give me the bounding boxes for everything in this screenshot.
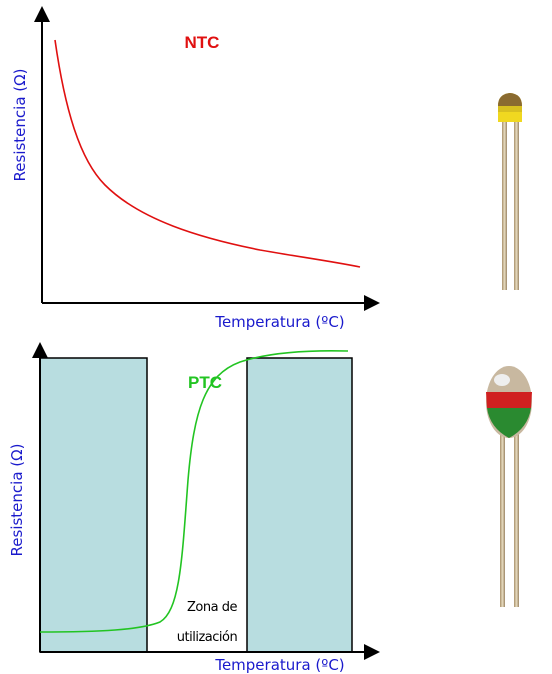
ntc-thermistor bbox=[498, 93, 522, 290]
ptc-panel: PTC Resistencia (Ω) Temperatura (ºC) Zon… bbox=[8, 350, 372, 674]
ntc-panel: NTC Resistencia (Ω) Temperatura (ºC) bbox=[11, 14, 372, 331]
zone-text: Zona de bbox=[187, 600, 237, 615]
y-axis-label: Resistencia (Ω) bbox=[8, 444, 26, 557]
ptc-thermistor bbox=[486, 366, 532, 607]
ntc-curve bbox=[55, 40, 360, 267]
y-axis-label: Resistencia (Ω) bbox=[11, 69, 29, 182]
zone-rect bbox=[40, 358, 147, 652]
zone-text: utilización bbox=[177, 630, 238, 645]
x-axis-label: Temperatura (ºC) bbox=[214, 656, 344, 674]
ntc-label: NTC bbox=[185, 33, 220, 52]
ptc-label: PTC bbox=[188, 373, 222, 392]
x-axis-label: Temperatura (ºC) bbox=[214, 313, 344, 331]
page: NTC Resistencia (Ω) Temperatura (ºC) PTC… bbox=[0, 0, 552, 674]
zone-rect bbox=[247, 358, 352, 652]
